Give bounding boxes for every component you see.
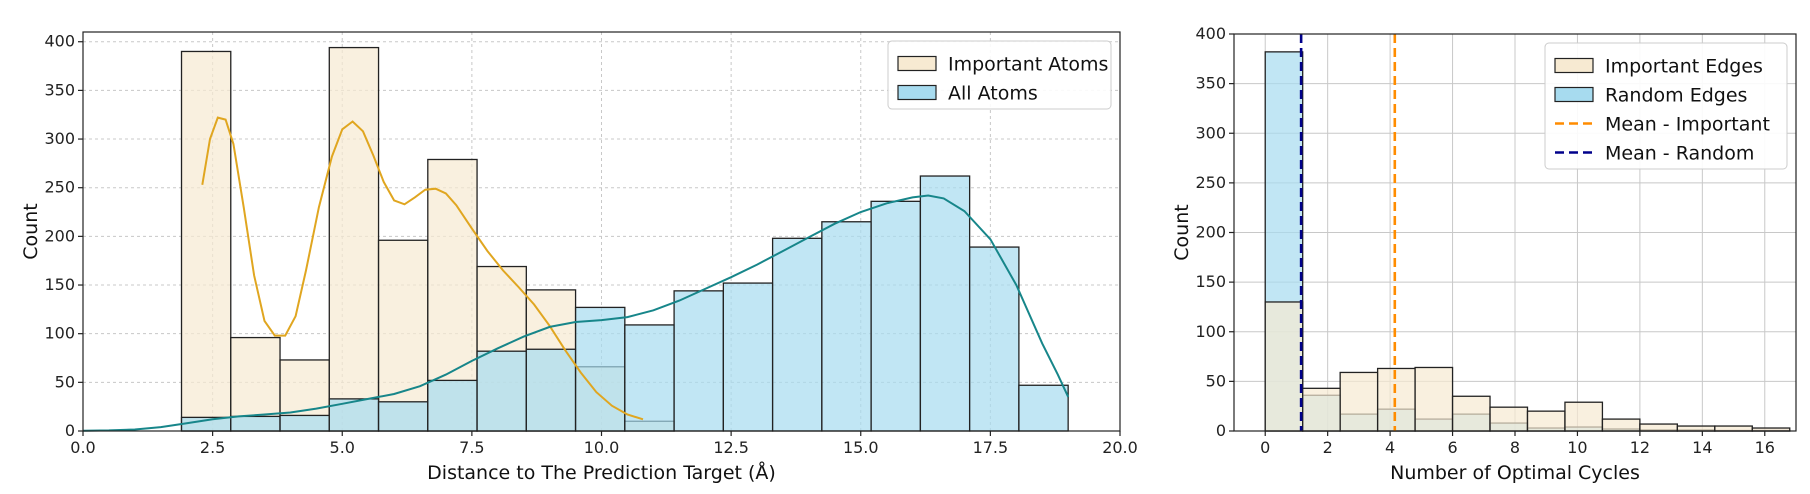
bar bbox=[1526, 410, 1566, 432]
legend-label-all-atoms: All Atoms bbox=[948, 83, 1038, 105]
x-tick-label: 2 bbox=[1323, 438, 1333, 457]
x-tick-label: 4 bbox=[1385, 438, 1395, 457]
bar bbox=[771, 237, 823, 432]
y-tick-label: 400 bbox=[1195, 24, 1226, 43]
bar bbox=[1376, 367, 1416, 432]
bar bbox=[1676, 425, 1716, 432]
legend-label-mean-important: Mean - Important bbox=[1605, 114, 1770, 136]
y-tick-label: 350 bbox=[44, 80, 75, 99]
y-tick-label: 150 bbox=[44, 275, 75, 294]
bar bbox=[821, 221, 872, 432]
x-axis-label: Number of Optimal Cycles bbox=[1390, 462, 1640, 484]
bar bbox=[328, 46, 380, 432]
y-axis-label: Count bbox=[1171, 204, 1193, 260]
optimal-cycles-histogram-panel: 0 2 4 6 8 10 12 14 16 0 50 100 150 200 250 300 350 400 Num… bbox=[1171, 24, 1797, 484]
y-tick-label: 400 bbox=[44, 32, 75, 51]
y-tick-label: 150 bbox=[1195, 272, 1226, 291]
bar bbox=[968, 246, 1020, 432]
x-tick-label: 2.5 bbox=[200, 438, 225, 457]
bar bbox=[1714, 425, 1753, 432]
y-tick-label: 100 bbox=[1195, 322, 1226, 341]
y-axis-label: Count bbox=[20, 203, 42, 259]
bar bbox=[574, 306, 626, 432]
x-tick-label: 15.0 bbox=[843, 438, 879, 457]
bar bbox=[1639, 423, 1679, 432]
bar bbox=[476, 350, 527, 432]
series-all-atoms bbox=[180, 175, 1069, 432]
bar bbox=[919, 175, 971, 432]
y-tick-label: 0 bbox=[65, 421, 75, 440]
x-tick-label: 20.0 bbox=[1102, 438, 1138, 457]
legend-swatch-all-atoms bbox=[897, 84, 937, 101]
bar bbox=[1564, 401, 1604, 432]
bar bbox=[377, 401, 429, 432]
bar bbox=[1018, 384, 1069, 432]
bar bbox=[722, 282, 774, 432]
legend-box bbox=[887, 40, 1112, 110]
bar bbox=[1339, 371, 1379, 432]
series-important-edges bbox=[1264, 301, 1791, 432]
x-tick-label: 6 bbox=[1447, 438, 1457, 457]
bar bbox=[673, 290, 724, 432]
y-tick-label: 200 bbox=[1195, 223, 1226, 242]
x-tick-label: 5.0 bbox=[330, 438, 355, 457]
bar bbox=[870, 200, 922, 432]
legend-label-random-edges: Random Edges bbox=[1605, 85, 1747, 107]
kde-line-important-atoms bbox=[201, 116, 644, 421]
x-tick-label: 0 bbox=[1260, 438, 1270, 457]
x-tick-label: 16 bbox=[1755, 438, 1775, 457]
y-tick-label: 250 bbox=[1195, 173, 1226, 192]
bar bbox=[180, 50, 232, 432]
bar bbox=[525, 348, 577, 432]
kde-line-all-atoms bbox=[82, 194, 1070, 432]
legend: Important Atoms All Atoms bbox=[887, 40, 1112, 110]
x-tick-label: 10 bbox=[1567, 438, 1587, 457]
y-tick-label: 200 bbox=[44, 226, 75, 245]
bar bbox=[1264, 301, 1304, 432]
legend-box bbox=[1544, 42, 1788, 170]
legend-label-important-edges: Important Edges bbox=[1605, 56, 1763, 78]
x-tick-label: 12 bbox=[1630, 438, 1650, 457]
y-tick-label: 300 bbox=[44, 129, 75, 148]
y-tick-label: 0 bbox=[1216, 421, 1226, 440]
legend-label-mean-random: Mean - Random bbox=[1605, 143, 1754, 165]
bar bbox=[1414, 366, 1454, 432]
x-tick-label: 7.5 bbox=[459, 438, 484, 457]
y-tick-label: 100 bbox=[44, 324, 75, 343]
bar bbox=[279, 414, 330, 432]
legend-swatch-random-edges bbox=[1554, 86, 1594, 103]
y-tick-label: 50 bbox=[1206, 371, 1226, 390]
x-tick-label: 17.5 bbox=[973, 438, 1009, 457]
x-axis-label: Distance to The Prediction Target (Å) bbox=[427, 461, 776, 484]
y-tick-label: 50 bbox=[55, 372, 75, 391]
bar bbox=[1489, 406, 1529, 432]
distance-histogram-panel: 0.0 2.5 5.0 7.5 10.0 12.5 15.0 17.5 20.0 0 50 100 15… bbox=[20, 31, 1138, 484]
legend: Important Edges Random Edges Mean - Import… bbox=[1544, 42, 1788, 170]
x-tick-label: 0.0 bbox=[70, 438, 95, 457]
bar bbox=[230, 415, 281, 432]
x-tick-label: 8 bbox=[1510, 438, 1520, 457]
x-tick-label: 10.0 bbox=[584, 438, 620, 457]
bar bbox=[1451, 395, 1491, 432]
x-tick-label: 12.5 bbox=[713, 438, 749, 457]
bar bbox=[1302, 387, 1341, 432]
bar bbox=[1601, 418, 1641, 432]
bar bbox=[427, 379, 478, 432]
y-tick-label: 350 bbox=[1195, 74, 1226, 93]
x-tick-label: 14 bbox=[1692, 438, 1712, 457]
legend-swatch-important-edges bbox=[1554, 57, 1594, 74]
legend-label-important-atoms: Important Atoms bbox=[948, 54, 1108, 76]
bar bbox=[328, 398, 380, 432]
y-tick-label: 250 bbox=[44, 178, 75, 197]
legend-swatch-important-atoms bbox=[897, 55, 937, 72]
y-tick-label: 300 bbox=[1195, 123, 1226, 142]
